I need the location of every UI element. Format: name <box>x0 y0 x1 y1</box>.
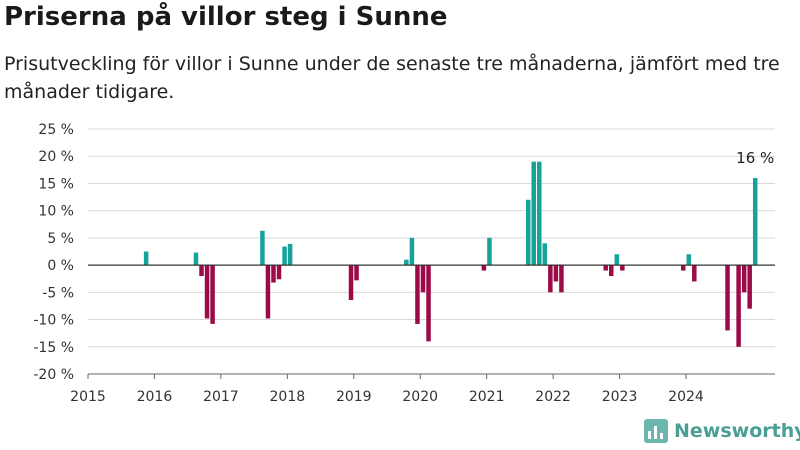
y-tick-label: -10 % <box>33 313 74 329</box>
bar <box>404 259 409 266</box>
bar <box>747 265 752 309</box>
bar <box>614 254 620 266</box>
bar <box>143 251 149 266</box>
bar <box>265 265 271 319</box>
bar <box>420 265 426 293</box>
bar <box>415 265 420 324</box>
y-tick-label: 10 % <box>38 204 74 220</box>
bar <box>260 230 265 266</box>
bar <box>680 265 686 271</box>
x-tick-label: 2023 <box>602 389 638 405</box>
bar <box>487 237 492 266</box>
bar <box>204 265 210 319</box>
bar <box>548 265 553 293</box>
bar-chart: -20 % -15 % -10 % -5 % 0 % 5 % 10 % 15 % 20 % 25 … <box>33 122 775 405</box>
bar <box>210 265 215 324</box>
y-tick-label: 25 % <box>38 122 74 138</box>
bar <box>354 265 359 281</box>
x-tick-label: 2015 <box>70 389 106 405</box>
bar <box>603 265 608 271</box>
bar <box>525 199 531 266</box>
chart-subtitle: Prisutveckling för villor i Sunne under … <box>4 53 780 103</box>
bar <box>276 265 282 280</box>
bar <box>686 254 692 266</box>
bar <box>409 237 415 266</box>
data-label: 16 % <box>736 149 774 167</box>
bar <box>199 265 204 276</box>
bar-chart-icon <box>644 419 668 443</box>
bar <box>537 161 542 266</box>
x-tick-label: 2021 <box>469 389 505 405</box>
bar <box>282 246 287 266</box>
y-tick-label: -20 % <box>33 367 74 383</box>
bar <box>553 265 559 282</box>
y-tick-label: 15 % <box>38 176 74 192</box>
y-tick-label: -15 % <box>33 340 74 356</box>
bar <box>725 265 730 331</box>
bar <box>559 265 564 293</box>
bar <box>620 265 625 271</box>
y-tick-label: -5 % <box>42 285 74 301</box>
y-tick-label: 20 % <box>38 149 74 165</box>
bar <box>736 265 741 347</box>
newsworthy-logo: Newsworthy <box>644 419 800 443</box>
bar <box>481 265 487 271</box>
bar <box>348 265 354 300</box>
bar <box>741 265 747 293</box>
bar <box>692 265 697 282</box>
x-tick-label: 2017 <box>203 389 239 405</box>
bar <box>531 161 536 266</box>
bar <box>271 265 276 283</box>
x-tick-label: 2019 <box>336 389 372 405</box>
bar <box>193 252 199 266</box>
bar <box>609 265 614 276</box>
y-tick-label: 5 % <box>47 231 74 247</box>
bar <box>542 243 548 266</box>
bar <box>426 265 431 342</box>
bar <box>287 243 293 266</box>
bar <box>752 178 758 266</box>
x-tick-label: 2022 <box>535 389 571 405</box>
x-tick-label: 2020 <box>402 389 438 405</box>
x-tick-label: 2016 <box>137 389 173 405</box>
y-tick-label: 0 % <box>47 258 74 274</box>
brand-name: Newsworthy <box>674 420 800 442</box>
x-tick-label: 2018 <box>270 389 306 405</box>
x-tick-label: 2024 <box>668 389 704 405</box>
chart-title: Priserna på villor steg i Sunne <box>4 2 448 32</box>
